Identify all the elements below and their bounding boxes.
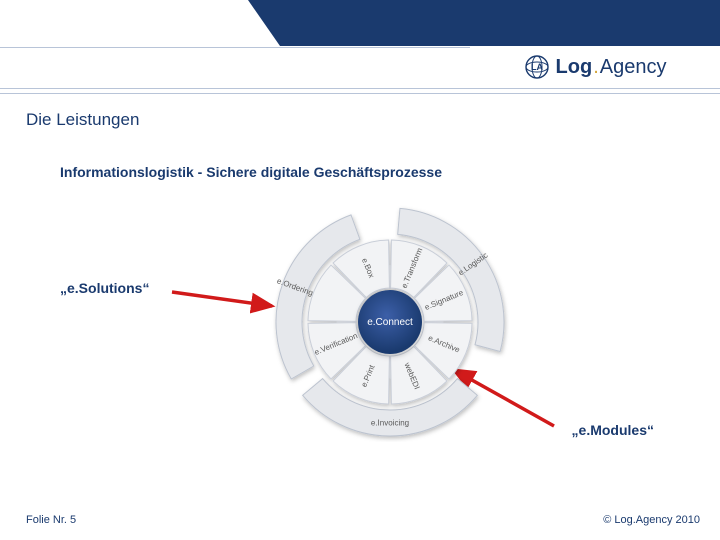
brand-wordmark: Log.Agency — [556, 56, 667, 79]
slide-number: Folie Nr. 5 — [26, 514, 76, 526]
core-label: e.Connect — [367, 317, 413, 328]
label-esolutions: „e.Solutions“ — [60, 280, 149, 296]
globe-icon: LA — [524, 54, 550, 80]
page-title: Die Leistungen — [26, 110, 139, 130]
core-circle: e.Connect — [358, 290, 422, 354]
logo-rest: Agency — [600, 56, 667, 79]
brand-logo: LA Log.Agency — [470, 46, 720, 88]
label-emodules: „e.Modules“ — [572, 422, 654, 438]
logo-dot: . — [593, 56, 599, 79]
eservices-wheel-diagram: e.Connect e.Boxe.Transforme.Signaturee.A… — [270, 202, 510, 442]
header-banner — [280, 0, 720, 46]
ring-label: e.Invoicing — [371, 419, 409, 428]
page-subtitle: Informationslogistik - Sichere digitale … — [60, 164, 442, 180]
svg-text:LA: LA — [531, 62, 543, 72]
copyright: © Log.Agency 2010 — [603, 514, 700, 526]
logo-bold: Log — [556, 56, 593, 79]
